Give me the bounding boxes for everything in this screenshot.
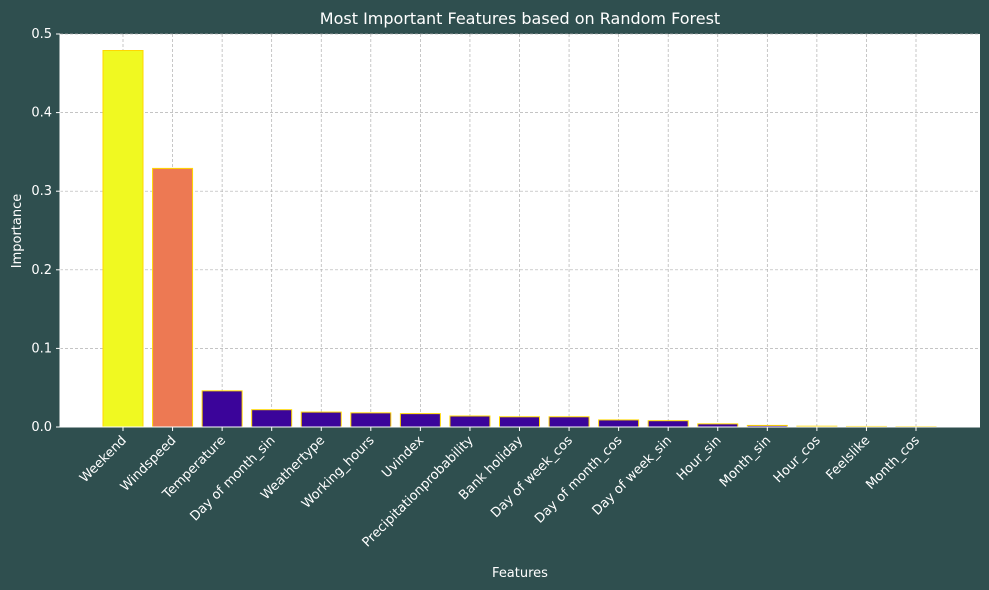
y-tick-label: 0.4: [31, 106, 52, 121]
bar-weekend: [102, 50, 144, 428]
y-axis: 0.0 0.1 0.2 0.3 0.4 0.5: [31, 27, 61, 435]
y-axis-label: Importance: [10, 194, 25, 269]
y-tick-label: 0.1: [31, 341, 52, 356]
bar-precipitationprobability: [449, 415, 491, 428]
y-tick-label: 0.0: [31, 420, 52, 435]
y-tick-label: 0.5: [31, 27, 52, 42]
bars-layer: [102, 50, 937, 428]
x-tick-label: Day of month_cos: [532, 433, 626, 527]
bar-day-of-week-sin: [647, 420, 689, 428]
bar-day-of-month-cos: [598, 419, 640, 428]
bar-working-hours: [350, 412, 392, 428]
x-tick-label: Feelslike: [823, 433, 873, 483]
y-tick-label: 0.3: [31, 184, 52, 199]
x-tick-label: Hour_sin: [674, 433, 725, 484]
bar-day-of-week-cos: [548, 416, 590, 428]
bar-windspeed: [152, 167, 194, 428]
y-tick-label: 0.2: [31, 263, 52, 278]
x-tick-label: Weekend: [77, 433, 130, 486]
bar-day-of-month-sin: [251, 409, 293, 428]
bar-weathertype: [300, 411, 342, 428]
bar-uvindex: [399, 413, 441, 428]
bar-temperature: [201, 390, 243, 428]
x-tick-label: Hour_cos: [771, 433, 824, 486]
x-axis-label: Features: [492, 566, 548, 581]
grid-layer: [60, 33, 980, 428]
chart-title: Most Important Features based on Random …: [320, 9, 720, 28]
plot-area: [60, 34, 980, 427]
x-tick-label: Month_cos: [863, 433, 923, 493]
x-tick-label: Month_sin: [717, 433, 774, 490]
bar-bank-holiday: [499, 416, 540, 428]
x-tick-label: Uvindex: [379, 433, 427, 481]
x-tick-label: Day of month_sin: [187, 433, 278, 524]
